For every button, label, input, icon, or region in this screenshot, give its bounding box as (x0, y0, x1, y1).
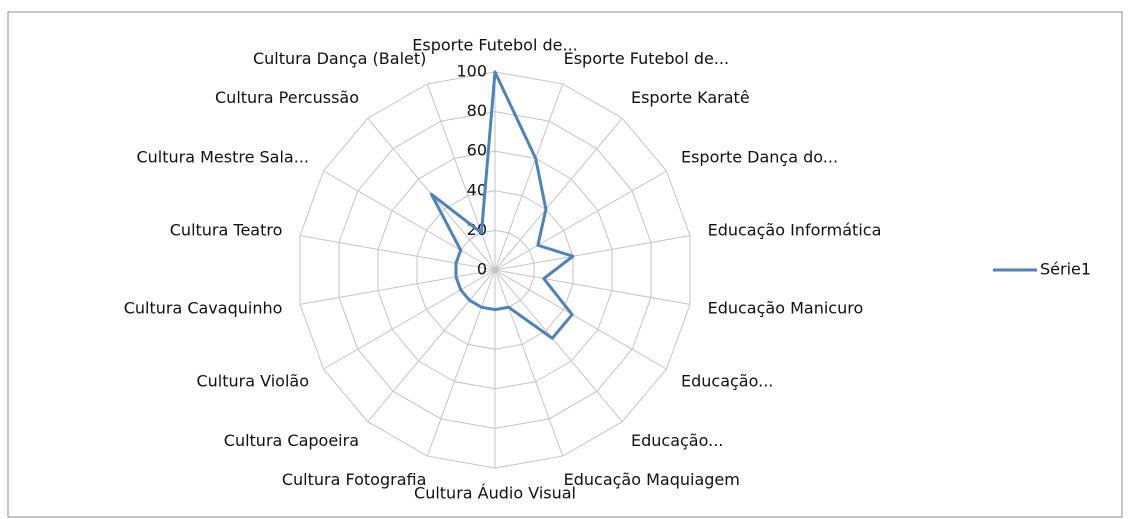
spoke (494, 235, 691, 271)
spoke (494, 83, 564, 271)
category-label: Educação... (631, 431, 723, 450)
category-label: Cultura Dança (Balet) (253, 49, 426, 68)
spoke (494, 170, 667, 271)
spoke (494, 269, 667, 370)
category-label: Cultura Capoeira (224, 431, 359, 450)
spoke (494, 118, 623, 271)
y-tick-label: 80 (467, 101, 487, 120)
category-label: Esporte Futebol de... (412, 36, 578, 55)
spoke (494, 269, 564, 457)
category-label: Educação Maquiagem (564, 470, 740, 489)
legend-label: Série1 (1040, 260, 1091, 279)
y-tick-label: 100 (456, 62, 487, 81)
spoke (323, 170, 496, 271)
category-label: Cultura Cavaquinho (124, 298, 283, 317)
category-label: Educação Informática (708, 221, 882, 240)
category-label: Cultura Violão (196, 372, 309, 391)
spoke (299, 269, 496, 305)
category-label: Educação... (681, 372, 773, 391)
spoke (426, 269, 496, 457)
category-label: Esporte Dança do... (681, 148, 838, 167)
category-label: Esporte Karatê (631, 88, 750, 107)
category-label: Educação Manicuro (708, 298, 864, 317)
y-tick-label: 40 (467, 180, 487, 199)
spoke (323, 269, 496, 370)
category-label: Cultura Percussão (215, 88, 359, 107)
spoke (494, 269, 691, 305)
category-label: Cultura Teatro (170, 221, 283, 240)
spoke (367, 269, 496, 422)
y-tick-label: 60 (467, 141, 487, 160)
spoke (494, 269, 623, 422)
spoke (426, 83, 496, 271)
spoke (299, 235, 496, 271)
series-line (429, 70, 575, 340)
category-label: Cultura Áudio Visual (414, 484, 576, 503)
category-label: Esporte Futebol de... (564, 49, 730, 68)
chart-frame (7, 11, 1123, 518)
category-label: Cultura Mestre Sala... (136, 148, 309, 167)
y-tick-label: 0 (477, 260, 487, 279)
category-label: Cultura Fotografia (282, 470, 427, 489)
